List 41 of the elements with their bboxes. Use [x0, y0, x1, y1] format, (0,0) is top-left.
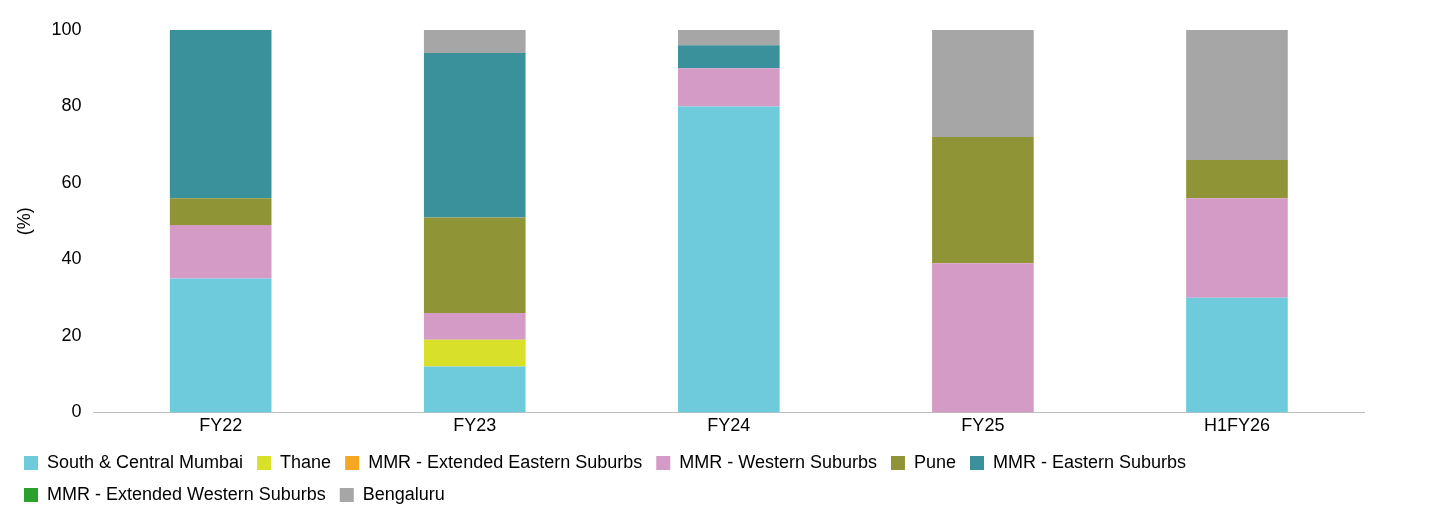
y-tick-label: 40 — [61, 248, 82, 269]
bar — [678, 30, 780, 46]
x-tick-label: FY23 — [453, 415, 497, 436]
bar — [169, 278, 272, 413]
x-tick-label: FY22 — [199, 415, 243, 436]
bar — [423, 217, 526, 313]
bar — [423, 339, 526, 367]
legend-label: MMR - Western Suburbs — [679, 451, 877, 472]
bar — [169, 30, 272, 199]
bar — [932, 263, 1034, 413]
bar — [1186, 30, 1288, 161]
bar — [678, 68, 780, 107]
x-tick-label: H1FY26 — [1203, 415, 1270, 436]
bar — [1186, 160, 1288, 199]
bar — [932, 30, 1034, 138]
legend-label: Pune — [913, 451, 957, 472]
legend-label: Thane — [280, 451, 332, 472]
legend-label: Bengaluru — [362, 483, 445, 504]
y-tick-label: 60 — [61, 171, 82, 192]
y-axis-title: (%) — [13, 207, 34, 236]
bar — [932, 137, 1034, 264]
bar — [678, 106, 780, 413]
x-tick-label: FY25 — [961, 415, 1005, 436]
y-tick-label: 80 — [61, 95, 82, 116]
y-tick-label: 0 — [71, 401, 82, 422]
bar — [1186, 198, 1288, 298]
bar — [423, 52, 526, 218]
legend-label: South & Central Mumbai — [47, 451, 244, 472]
y-tick-label: 20 — [61, 324, 82, 345]
legend-label: MMR - Extended Western Suburbs — [47, 483, 326, 504]
bar — [1186, 297, 1288, 413]
legend-label: MMR - Eastern Suburbs — [993, 451, 1187, 472]
bar — [423, 366, 526, 413]
bar — [169, 225, 272, 279]
y-tick-label: 100 — [51, 18, 82, 39]
bar — [678, 45, 780, 69]
legend-label: MMR - Extended Eastern Suburbs — [368, 451, 643, 472]
bar — [423, 30, 526, 53]
bar — [423, 312, 526, 340]
x-tick-label: FY24 — [707, 415, 751, 436]
bar — [169, 198, 272, 226]
